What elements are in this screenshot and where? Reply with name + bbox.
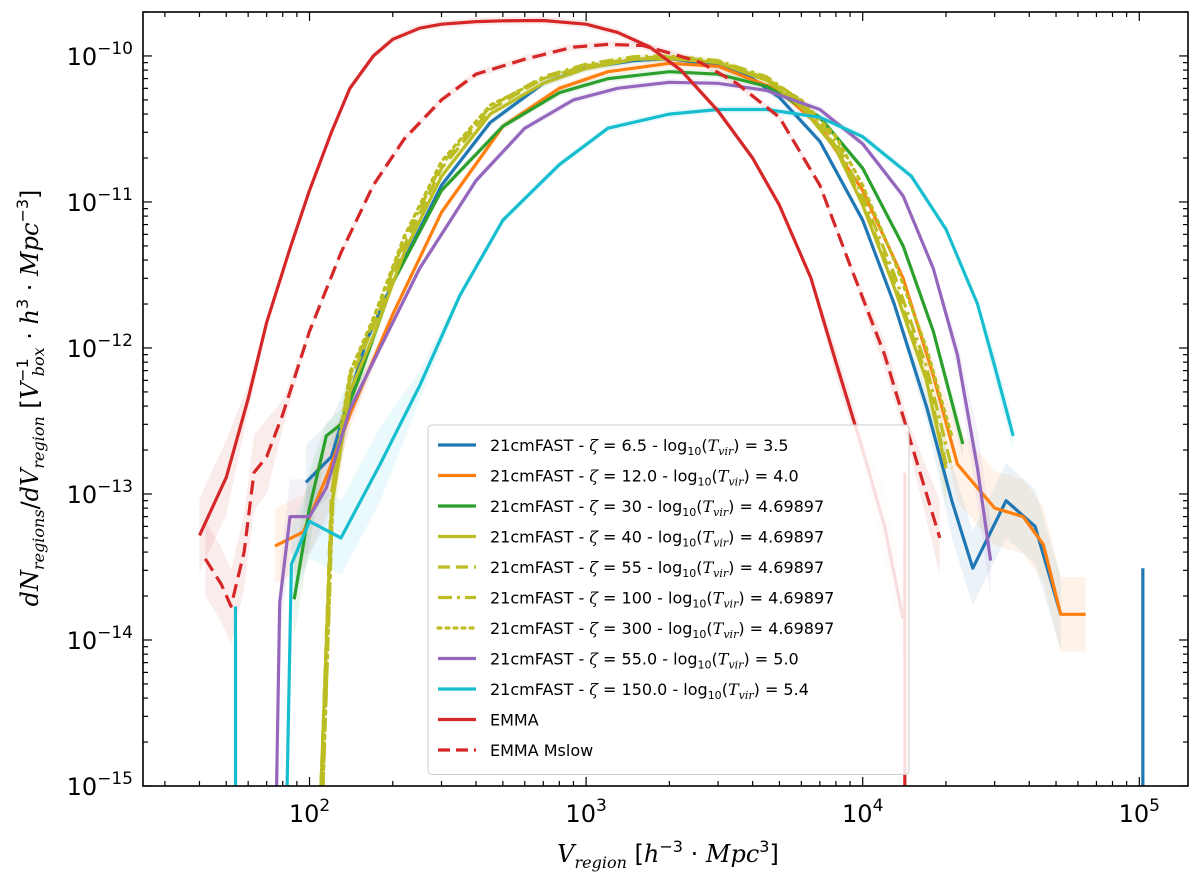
axis-tick-labels: 102 103 104 105 10−15 10−14 10−13 10−12 10−11 10−… [67, 39, 1160, 828]
x-tick-label: 105 [1119, 796, 1160, 828]
legend-label-5: 21cmFAST - ζ = 100 - log10(Tvir) = 4.698… [490, 589, 834, 611]
x-tick-label: 103 [565, 796, 606, 828]
y-tick-label: 10−15 [67, 769, 133, 801]
legend-label-1: 21cmFAST - ζ = 12.0 - log10(Tvir) = 4.0 [490, 467, 799, 489]
y-axis-label: dNregions/dVregion [V−1box · h3 · Mpc−3] [13, 190, 48, 607]
legend-label-0: 21cmFAST - ζ = 6.5 - log10(Tvir) = 3.5 [490, 436, 789, 458]
legend-box [427, 424, 910, 775]
plot-area [198, 16, 1145, 786]
y-tick-label: 10−13 [67, 477, 133, 509]
y-tick-label: 10−12 [67, 331, 133, 363]
legend-label-10: EMMA Mslow [490, 741, 593, 760]
series-line-9 [198, 18, 905, 620]
y-tick-label: 10−14 [67, 623, 133, 655]
legend-label-6: 21cmFAST - ζ = 300 - log10(Tvir) = 4.698… [490, 619, 834, 641]
x-axis-label: Vregion [h−3 · Mpc3] [557, 837, 779, 872]
legend-label-4: 21cmFAST - ζ = 55 - log10(Tvir) = 4.6989… [490, 558, 824, 580]
series-line-8 [285, 107, 1015, 786]
x-tick-label: 102 [289, 796, 330, 828]
y-tick-label: 10−11 [67, 185, 133, 217]
legend-label-3: 21cmFAST - ζ = 40 - log10(Tvir) = 4.6989… [490, 528, 824, 550]
series-line-6 [321, 56, 954, 786]
series-band-8 [291, 105, 1014, 602]
legend-label-7: 21cmFAST - ζ = 55.0 - log10(Tvir) = 5.0 [490, 650, 799, 672]
x-tick-label: 104 [842, 796, 883, 828]
legend-label-2: 21cmFAST - ζ = 30 - log10(Tvir) = 4.6989… [490, 497, 824, 519]
legend-label-9: EMMA [490, 711, 539, 730]
series-line-10 [203, 42, 942, 608]
series-line-2 [292, 70, 965, 600]
series-line-5 [321, 54, 954, 786]
legend-label-8: 21cmFAST - ζ = 150.0 - log10(Tvir) = 5.4 [490, 680, 809, 702]
legend: 21cmFAST - ζ = 6.5 - log10(Tvir) = 3.5 21… [427, 424, 910, 775]
plot-frame [142, 11, 1189, 787]
series-line-7 [275, 80, 993, 786]
axis-ticks [143, 11, 1188, 787]
y-tick-label: 10−10 [67, 39, 133, 71]
